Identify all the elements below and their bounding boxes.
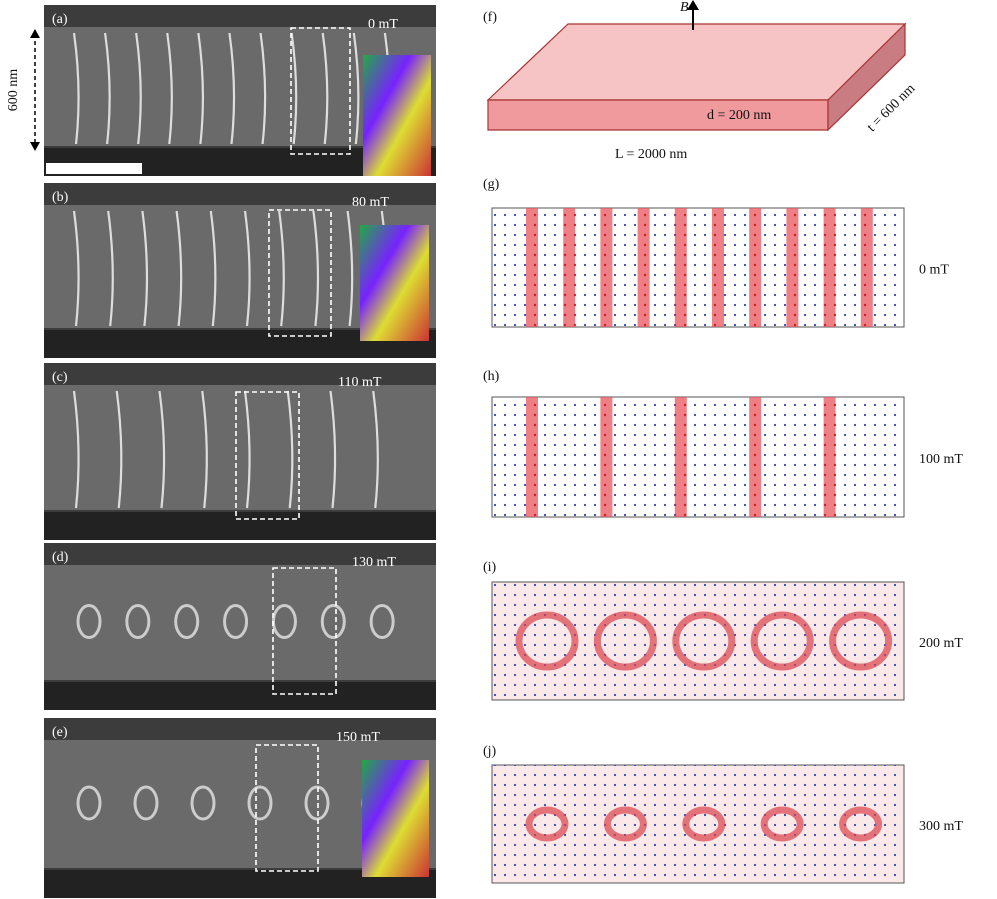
wall-spins xyxy=(749,397,761,517)
field-label: 0 mT xyxy=(919,263,949,278)
spin-grid xyxy=(492,582,904,700)
arrow-head xyxy=(30,142,40,151)
width-label: t = 600 nm xyxy=(864,81,918,135)
lorentz-inset xyxy=(363,55,431,176)
panel-label: (f) xyxy=(483,10,497,25)
wall-spins xyxy=(600,397,612,517)
wall-spins xyxy=(675,397,687,517)
field-label: 80 mT xyxy=(352,195,389,210)
wall-spins xyxy=(563,208,575,327)
field-label: 130 mT xyxy=(352,555,396,570)
panel-label: (g) xyxy=(483,177,500,192)
panel-label: (c) xyxy=(52,370,68,385)
wall-spins xyxy=(824,397,836,517)
wall-spins xyxy=(824,208,836,327)
figure: (a) 0 mT (b) 80 mT (c) 110 mT (d) 130 mT (e) 150 … xyxy=(0,0,997,899)
wall-spins xyxy=(712,208,724,327)
slab-diagram: (f) B d = 200 nm L = 2000 nm t = 600 nm xyxy=(483,0,918,162)
arrow-head xyxy=(687,0,699,10)
dimension-label: 600 nm xyxy=(6,69,21,112)
length-label: L = 2000 nm xyxy=(615,147,687,162)
field-label: 110 mT xyxy=(338,375,382,390)
wall-spins xyxy=(638,208,650,327)
wall-spins xyxy=(786,208,798,327)
panel-label: (a) xyxy=(52,12,68,27)
wall-spins xyxy=(526,208,538,327)
panel-label: (d) xyxy=(52,550,69,565)
wall-spins xyxy=(526,397,538,517)
lorentz-inset xyxy=(360,225,429,341)
wall-spins xyxy=(861,208,873,327)
field-label: 200 mT xyxy=(919,636,963,651)
substrate xyxy=(44,682,436,710)
spin-grid xyxy=(492,208,904,327)
right-panels: (g) 0 mT (h) 100 mT (i) 200 mT (j) 300 mT xyxy=(483,177,963,883)
field-label: 300 mT xyxy=(919,819,963,834)
panel-label: (i) xyxy=(483,560,497,575)
arrow-head xyxy=(30,29,40,38)
spin-grid xyxy=(492,397,904,517)
left-panels: (a) 0 mT (b) 80 mT (c) 110 mT (d) 130 mT (e) 150 … xyxy=(44,5,436,898)
scale-bar xyxy=(46,163,142,174)
slab-front xyxy=(488,100,828,130)
wall-spins xyxy=(600,208,612,327)
substrate xyxy=(44,512,436,540)
field-label: 0 mT xyxy=(368,17,398,32)
panel-label: (h) xyxy=(483,369,500,384)
panel-label: (j) xyxy=(483,744,497,759)
panel-label: (b) xyxy=(52,190,69,205)
field-symbol: B xyxy=(680,0,689,15)
field-label: 150 mT xyxy=(336,730,380,745)
wall-spins xyxy=(675,208,687,327)
panel-label: (e) xyxy=(52,725,68,740)
thickness-label: d = 200 nm xyxy=(707,108,771,123)
wall-spins xyxy=(749,208,761,327)
lorentz-inset xyxy=(362,760,429,877)
field-label: 100 mT xyxy=(919,452,963,467)
film-band xyxy=(44,565,436,680)
